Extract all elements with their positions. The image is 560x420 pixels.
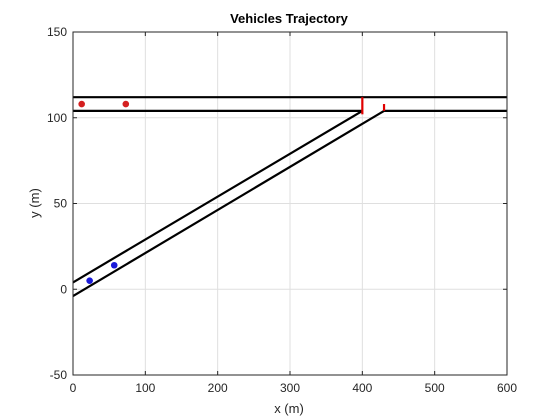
y-axis-label: y (m) bbox=[27, 188, 42, 218]
x-tick-label: 100 bbox=[135, 381, 155, 395]
vehicle-point-ramp bbox=[86, 277, 93, 284]
road-line bbox=[72, 109, 385, 298]
y-tick-label: 0 bbox=[60, 282, 67, 296]
vehicle-point-main bbox=[78, 100, 85, 108]
x-tick-label: 200 bbox=[208, 381, 228, 395]
chart-title: Vehicles Trajectory bbox=[230, 11, 349, 26]
vehicle-point-main bbox=[122, 100, 130, 108]
x-tick-label: 600 bbox=[497, 381, 517, 395]
y-tick-label: 50 bbox=[54, 197, 68, 211]
x-tick-label: 400 bbox=[352, 381, 372, 395]
y-tick-label: -50 bbox=[50, 368, 68, 382]
vehicle-point-ramp bbox=[110, 261, 118, 269]
x-tick-label: 0 bbox=[70, 381, 77, 395]
y-tick-label: 100 bbox=[47, 111, 67, 125]
x-axis-label: x (m) bbox=[274, 401, 304, 416]
y-tick-label: 150 bbox=[47, 25, 67, 39]
x-tick-label: 300 bbox=[280, 381, 300, 395]
road-line bbox=[72, 109, 363, 284]
x-tick-label: 500 bbox=[425, 381, 445, 395]
